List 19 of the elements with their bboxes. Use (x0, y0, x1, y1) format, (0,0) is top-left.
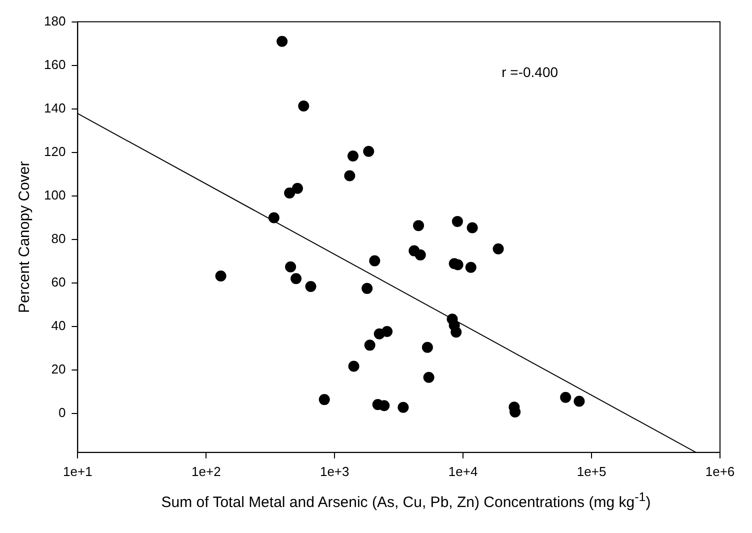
x-tick-label: 1e+5 (576, 464, 606, 479)
y-tick-label: 0 (58, 404, 66, 420)
y-tick-label: 140 (44, 100, 66, 116)
x-axis-title: Sum of Total Metal and Arsenic (As, Cu, Pb, Zn) Concentrations (mg kg$^{-1}$) (160, 490, 652, 511)
y-axis-title: Percent Canopy Cover (16, 161, 34, 313)
y-tick-label: 80 (51, 230, 66, 246)
annotation: r =-0.400 (502, 64, 558, 80)
x-tick-label: 1e+2 (192, 464, 221, 479)
x-tick-label: 1e+1 (63, 464, 92, 479)
y-tick-label: 60 (51, 274, 66, 290)
x-tick-label: 1e+6 (705, 464, 735, 479)
y-tick-label: 40 (51, 318, 66, 333)
y-tick-label: 100 (44, 187, 66, 202)
y-tick-label: 180 (44, 13, 66, 28)
y-tick-label: 20 (51, 361, 66, 376)
y-tick-label: 120 (44, 144, 66, 159)
x-tick-label: 1e+4 (448, 464, 478, 479)
x-tick-label: 1e+3 (320, 464, 350, 479)
y-tick-label: 160 (44, 56, 66, 72)
